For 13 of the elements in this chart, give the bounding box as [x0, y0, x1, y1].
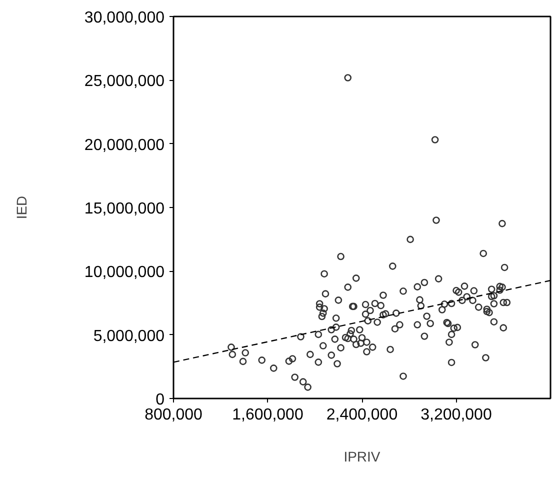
y-tick-label: 25,000,000 [84, 73, 165, 90]
y-tick-label: 0 [156, 392, 165, 408]
y-tick-label: 30,000,000 [84, 10, 165, 26]
x-tick-label: 2,400,000 [326, 406, 398, 424]
y-tick-label: 20,000,000 [84, 136, 165, 154]
y-axis-title: IED [13, 196, 30, 220]
x-axis-title: IPRIV [344, 448, 381, 464]
x-tick-label: 3,200,000 [420, 406, 492, 424]
y-tick-label: 15,000,000 [84, 200, 165, 218]
y-tick-label: 5,000,000 [93, 328, 165, 345]
x-tick-label: 1,600,000 [232, 406, 304, 424]
x-tick-label: 800,000 [144, 406, 203, 424]
y-tick-label: 10,000,000 [84, 264, 165, 282]
